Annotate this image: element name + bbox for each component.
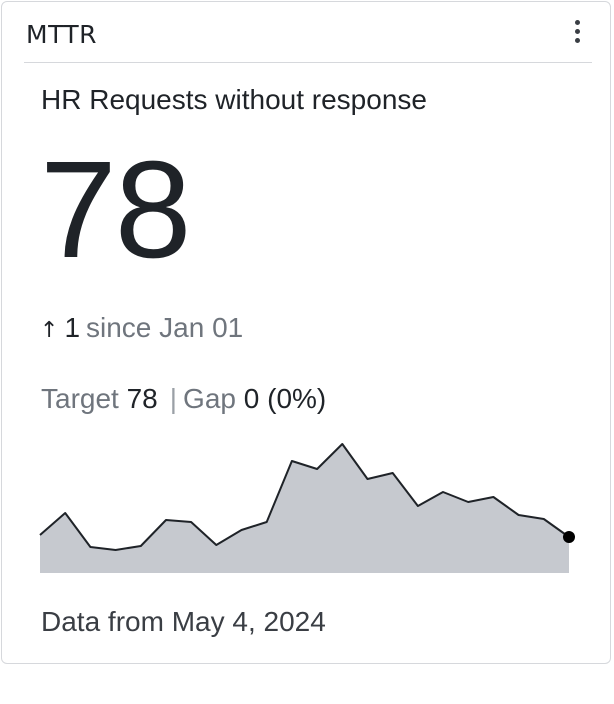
gap-label: Gap bbox=[183, 383, 236, 414]
target-row: Target 78 | Gap 0 (0%) bbox=[41, 383, 326, 415]
change-indicator: ↑ 1 since Jan 01 bbox=[40, 312, 243, 344]
data-date-footer: Data from May 4, 2024 bbox=[41, 606, 326, 637]
menu-dot bbox=[575, 20, 580, 25]
card-title: MTTR bbox=[26, 20, 98, 49]
gap-value: 0 (0%) bbox=[243, 383, 327, 414]
target-separator: | bbox=[169, 383, 178, 414]
target-label: Target bbox=[41, 383, 119, 414]
arrow-up-icon: ↑ bbox=[40, 318, 59, 343]
card-header: MTTR bbox=[24, 2, 592, 63]
metric-value: 78 bbox=[40, 133, 191, 287]
change-amount: 1 bbox=[64, 312, 81, 343]
change-since: since Jan 01 bbox=[86, 312, 244, 343]
menu-dot bbox=[575, 38, 580, 43]
kebab-menu-icon[interactable] bbox=[572, 20, 582, 48]
kpi-card: MTTR HR Requests without response 78 ↑ 1 s… bbox=[1, 1, 611, 664]
metric-label: HR Requests without response bbox=[41, 84, 427, 115]
menu-dot bbox=[575, 29, 580, 34]
target-value: 78 bbox=[126, 383, 158, 414]
